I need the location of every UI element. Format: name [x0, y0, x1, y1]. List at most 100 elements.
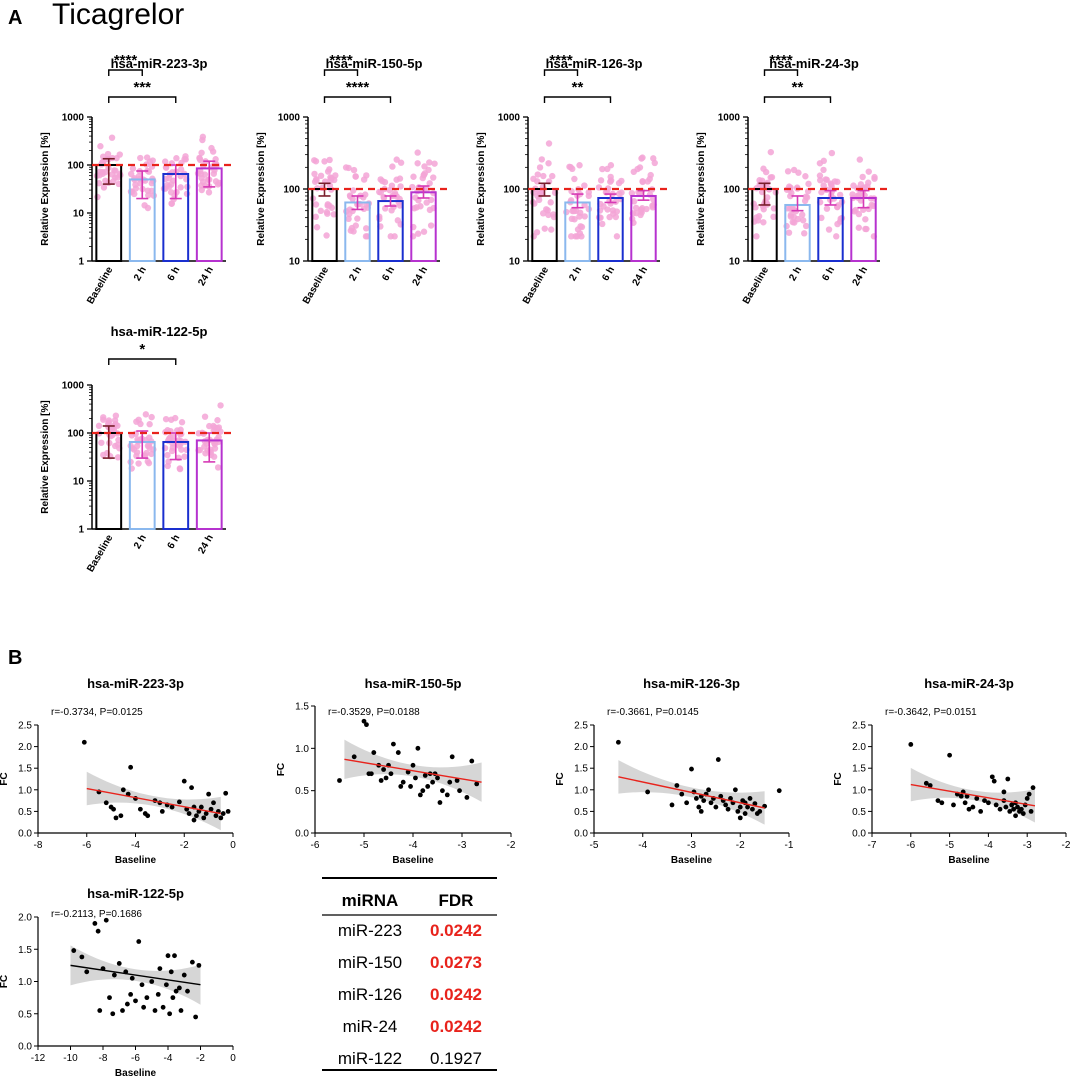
significance-label: ****: [549, 52, 573, 69]
correlation-annotation: r=-0.3661, P=0.0145: [607, 707, 699, 718]
scatter-point: [408, 784, 413, 789]
scatter-point: [395, 750, 401, 755]
x-tick-label: -5: [590, 840, 599, 851]
data-dot: [549, 172, 556, 180]
scatter-point: [185, 988, 190, 994]
scatter-point: [163, 982, 169, 988]
scatter-point: [696, 804, 702, 810]
scatter-point: [718, 793, 724, 799]
data-dot: [615, 190, 623, 197]
scatter-point: [723, 802, 729, 808]
scatter-point: [962, 800, 968, 806]
y-tick-label: 0.5: [574, 807, 588, 818]
chart-title: hsa-miR-122-5p: [111, 324, 208, 339]
data-dot: [855, 210, 863, 218]
data-dot: [541, 225, 548, 232]
y-axis-label: FC: [276, 763, 287, 776]
chart-title: hsa-miR-223-3p: [111, 56, 208, 71]
scatter-point: [152, 1008, 158, 1013]
scatter-point: [139, 982, 145, 988]
y-axis-label: FC: [833, 772, 844, 785]
scatter-point: [364, 722, 369, 728]
data-dot: [317, 172, 325, 180]
scatter-point: [79, 954, 85, 960]
data-dot: [784, 168, 792, 175]
data-dot: [634, 165, 641, 173]
scatter-point: [698, 809, 704, 814]
significance-label: ****: [769, 52, 793, 69]
data-dot: [149, 157, 156, 164]
y-axis-label: Relative Expression [%]: [40, 132, 51, 245]
scatter-point: [167, 1011, 173, 1017]
data-dot: [312, 201, 320, 208]
y-tick-label: 1000: [62, 381, 85, 392]
data-dot: [576, 230, 584, 237]
scatter-point: [97, 1008, 103, 1013]
data-dot: [420, 172, 428, 179]
data-dot: [210, 453, 218, 460]
data-dot: [770, 205, 778, 212]
scatter-point: [430, 779, 435, 785]
data-dot: [388, 182, 396, 189]
data-dot: [135, 460, 142, 467]
data-dot: [836, 191, 844, 199]
x-tick-label: Baseline: [741, 265, 771, 307]
data-dot: [137, 154, 144, 162]
scatter-point: [997, 806, 1003, 812]
data-dot: [802, 222, 810, 230]
data-dot: [535, 196, 543, 204]
data-dot: [214, 464, 222, 471]
data-dot: [360, 194, 367, 201]
data-dot: [393, 176, 400, 183]
y-tick-label: 2.0: [18, 913, 32, 924]
chart-title: hsa-miR-122-5p: [87, 886, 184, 901]
scatter-point: [400, 779, 406, 785]
scatter-point: [752, 801, 758, 807]
data-dot: [610, 210, 617, 217]
scatter-point: [1018, 806, 1024, 812]
x-tick-label: -6: [82, 840, 91, 851]
data-dot: [585, 189, 592, 196]
scatter-point: [1020, 811, 1026, 816]
data-dot: [820, 182, 827, 189]
y-axis-label: FC: [0, 772, 10, 785]
data-dot: [760, 219, 767, 226]
x-tick-label: 24 h: [196, 265, 216, 288]
scatter-point: [137, 806, 143, 812]
data-dot: [426, 206, 434, 214]
data-dot: [818, 214, 825, 222]
scatter-point: [464, 795, 470, 800]
scatter-point: [708, 800, 714, 806]
data-dot: [785, 229, 793, 236]
x-tick-label: -5: [360, 840, 369, 851]
y-tick-label: 0.0: [18, 1042, 32, 1053]
scatter-point: [713, 804, 719, 810]
chart-title: hsa-miR-150-5p: [326, 56, 423, 71]
y-tick-label: 0.5: [18, 807, 32, 818]
data-dot: [816, 172, 824, 179]
regression-line: [86, 787, 221, 815]
x-tick-label: 24 h: [851, 265, 871, 288]
data-dot: [423, 199, 430, 206]
x-tick-label: -5: [945, 840, 954, 851]
scatter-point: [417, 792, 423, 798]
significance-bracket: [323, 69, 359, 76]
data-dot: [825, 226, 833, 233]
data-dot: [97, 143, 104, 150]
x-tick-label: -2: [1062, 840, 1071, 851]
scatter-point: [120, 787, 126, 793]
scatter-point: [701, 798, 707, 803]
data-dot: [94, 193, 101, 201]
data-dot: [578, 223, 586, 231]
data-dot: [430, 174, 437, 181]
scatter-point: [381, 767, 386, 772]
data-dot: [201, 413, 209, 420]
scatter-point: [684, 800, 690, 806]
data-dot: [208, 144, 215, 152]
scatter-point: [71, 948, 77, 953]
data-dot: [326, 156, 333, 164]
data-dot: [177, 184, 184, 191]
data-dot: [113, 154, 120, 162]
scatter-point: [1026, 791, 1032, 797]
data-dot: [388, 207, 395, 214]
